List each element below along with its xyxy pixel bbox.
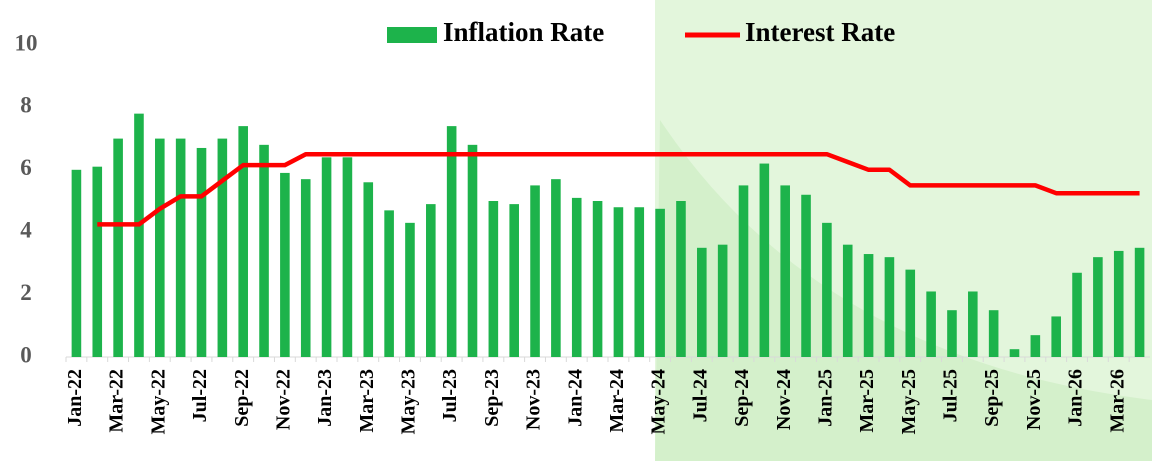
y-tick-label: 10 (15, 30, 38, 55)
bar (1093, 257, 1103, 357)
legend-label: Inflation Rate (443, 17, 604, 47)
bar (759, 163, 770, 357)
bar (426, 204, 436, 357)
y-tick-label: 4 (20, 217, 32, 242)
bar (280, 172, 290, 357)
bar (905, 269, 916, 357)
x-tick-label: Jul-23 (439, 369, 461, 422)
bar (613, 207, 624, 357)
x-tick-label: Sep-23 (481, 369, 503, 427)
x-tick-label: Jan-23 (314, 369, 336, 427)
x-tick-label: Sep-22 (231, 369, 253, 427)
bar (676, 201, 686, 357)
bar (467, 144, 478, 357)
bar (363, 182, 374, 357)
bar (530, 185, 540, 357)
bar (155, 138, 165, 357)
bar (988, 310, 999, 357)
bar (175, 138, 186, 357)
bar (1134, 247, 1145, 357)
x-tick-label: Jan-26 (1065, 369, 1087, 427)
bar (321, 157, 332, 357)
bar (238, 126, 248, 358)
bar (655, 208, 665, 357)
bar (196, 147, 207, 357)
x-tick-label: Nov-25 (1023, 369, 1045, 430)
bar (134, 113, 144, 357)
bar (822, 222, 832, 357)
bar (801, 194, 811, 357)
x-tick-label: Nov-23 (523, 369, 545, 430)
y-tick-label: 8 (20, 93, 32, 118)
bar (1051, 316, 1061, 357)
x-tick-label: Jul-25 (940, 369, 962, 422)
bar (342, 157, 353, 357)
bar (259, 144, 269, 357)
bar (968, 291, 978, 357)
bar (113, 138, 123, 357)
bar (1113, 250, 1124, 357)
x-tick-label: May-25 (898, 369, 920, 435)
y-tick-label: 2 (20, 280, 32, 305)
y-tick-label: 0 (20, 342, 32, 367)
x-tick-label: Mar-26 (1106, 369, 1128, 433)
bar (1072, 272, 1082, 357)
x-tick-label: Nov-22 (272, 369, 294, 430)
bar (71, 169, 82, 357)
bar (697, 247, 707, 357)
bar (863, 254, 874, 357)
x-tick-label: May-24 (648, 369, 670, 435)
bar (926, 291, 936, 357)
x-tick-label: Mar-24 (606, 369, 628, 433)
x-tick-label: Jul-24 (689, 369, 711, 422)
x-tick-label: Jan-24 (564, 369, 586, 427)
legend-swatch (387, 27, 437, 43)
bar (300, 179, 311, 357)
bar (738, 185, 749, 357)
bar (488, 201, 499, 357)
x-tick-label: Mar-23 (356, 369, 378, 433)
bar (405, 222, 415, 357)
bar (384, 210, 394, 357)
x-tick-label: Jan-22 (64, 369, 86, 427)
bar (1030, 335, 1041, 357)
x-tick-label: Jul-22 (189, 369, 211, 422)
bar (571, 197, 582, 357)
line (97, 151, 1140, 227)
bar (717, 244, 728, 357)
bar (217, 138, 228, 357)
x-tick-label: Sep-25 (981, 369, 1003, 427)
x-tick-label: Sep-24 (731, 369, 753, 427)
bar (551, 179, 561, 357)
bar (947, 310, 957, 357)
bar (634, 207, 645, 357)
bar (446, 126, 457, 358)
bar (780, 185, 790, 357)
bar (1009, 349, 1020, 357)
x-tick-label: Mar-22 (106, 369, 128, 433)
bar (884, 257, 895, 357)
bar (592, 201, 603, 357)
watermark-shape (655, 120, 1152, 461)
legend-label: Interest Rate (745, 17, 895, 47)
x-tick-label: Jan-25 (814, 369, 836, 427)
bar (92, 166, 103, 357)
x-tick-label: Mar-25 (856, 369, 878, 433)
x-tick-label: Nov-24 (773, 369, 795, 430)
x-tick-label: May-22 (147, 369, 169, 435)
x-tick-label: May-23 (398, 369, 420, 435)
y-tick-label: 6 (20, 155, 32, 180)
bar (842, 244, 853, 357)
bar (509, 204, 519, 357)
